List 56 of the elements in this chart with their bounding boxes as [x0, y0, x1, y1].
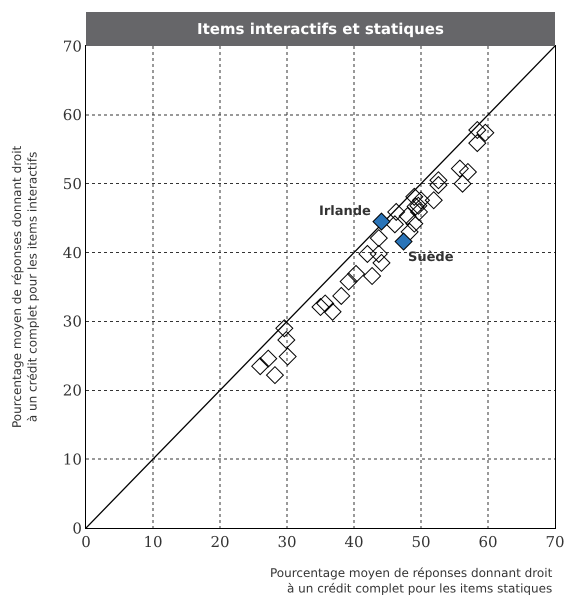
y-tick-label: 40: [62, 244, 82, 262]
point: [332, 287, 350, 305]
point: [458, 163, 477, 181]
point: [316, 294, 334, 312]
point: [277, 331, 296, 349]
point: [450, 160, 469, 178]
point: [251, 357, 270, 376]
point: [429, 176, 448, 194]
point: [275, 319, 294, 338]
point: [429, 171, 448, 190]
annotation: Suède: [408, 250, 454, 265]
x-tick-label: 20: [210, 533, 230, 552]
point: [476, 124, 494, 142]
point: [347, 264, 365, 283]
point: [363, 267, 382, 285]
x-tick-label: 40: [344, 533, 364, 552]
point: [370, 245, 388, 263]
annotation: Irlande: [319, 204, 372, 219]
x-tick-label: 60: [478, 533, 498, 552]
point: [412, 191, 430, 210]
point: [400, 222, 419, 241]
point: [468, 121, 486, 139]
point: [454, 174, 472, 193]
point: [386, 215, 404, 234]
point: [394, 232, 413, 250]
point: [424, 191, 443, 210]
y-axis-title: Pourcentage moyen de réponses donnant droit à un crédit complet pour les items interactifs: [10, 145, 40, 428]
y-tick-label: 30: [62, 312, 82, 331]
point: [405, 188, 424, 206]
point: [278, 348, 297, 366]
x-axis-title: Pourcentage moyen de réponses donnant droit à un crédit complet pour les items statiques: [270, 566, 553, 596]
point: [259, 350, 278, 368]
y-tick-label: 10: [62, 450, 82, 468]
x-tick-label: 30: [277, 533, 297, 552]
point: [468, 134, 486, 152]
chart-title: Items interactifs et statiques: [197, 20, 444, 38]
y-tick-label: 60: [62, 106, 82, 124]
point: [387, 203, 406, 221]
point: [405, 214, 424, 233]
y-tick-label: 20: [62, 382, 82, 400]
point: [312, 298, 330, 316]
point: [324, 302, 342, 321]
x-tick-label: 10: [143, 533, 163, 552]
point: [266, 366, 284, 384]
point: [340, 272, 358, 290]
y-tick-label: 0: [72, 519, 82, 538]
point: [372, 212, 390, 231]
point: [410, 203, 428, 221]
point: [398, 207, 417, 226]
point: [372, 254, 390, 272]
point: [370, 229, 388, 248]
y-tick-label: 70: [62, 37, 82, 56]
x-tick-label: 70: [545, 533, 565, 552]
y-tick-label: 50: [62, 174, 82, 193]
x-tick-label: 50: [411, 533, 431, 552]
point: [358, 245, 376, 263]
